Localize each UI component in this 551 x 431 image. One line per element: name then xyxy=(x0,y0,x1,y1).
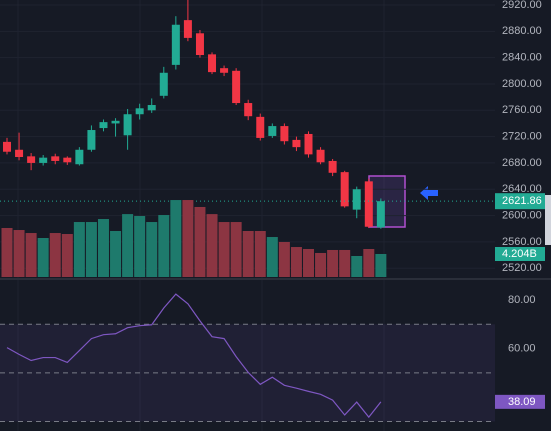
rsi-label-box xyxy=(495,394,545,409)
candle-body xyxy=(256,116,265,138)
volume-label: 4.204B xyxy=(502,248,537,260)
volume-bar xyxy=(61,234,73,277)
volume-bar xyxy=(1,227,13,277)
volume-bar xyxy=(134,216,146,277)
volume-bar xyxy=(37,237,49,277)
y-tick-label: 2760.00 xyxy=(502,104,542,116)
candle-body xyxy=(340,172,349,207)
scroll-handle[interactable] xyxy=(545,195,551,245)
volume-bar xyxy=(327,249,339,277)
y-tick-label: 2680.00 xyxy=(502,157,542,169)
candle-body xyxy=(208,54,217,73)
volume-bar xyxy=(254,230,266,277)
y-tick-label: 2640.00 xyxy=(502,183,542,195)
drawn-rectangle xyxy=(368,175,406,228)
candle-body xyxy=(280,126,289,142)
volume-bar xyxy=(25,233,37,277)
rsi-line xyxy=(6,293,382,419)
volume-bar xyxy=(97,219,109,277)
candle-body xyxy=(316,149,325,163)
volume-bar xyxy=(303,248,314,277)
y-tick-label: 2800.00 xyxy=(502,78,542,90)
volume-bar xyxy=(194,206,206,277)
y-tick-label: 2520.00 xyxy=(502,262,542,274)
volume-bar xyxy=(375,254,387,277)
candle-body xyxy=(352,189,361,210)
candle-body xyxy=(27,156,36,163)
candle-body xyxy=(111,120,120,124)
volume-bar xyxy=(49,233,61,277)
y-tick-label: 2920.00 xyxy=(502,0,542,11)
candle-body xyxy=(63,157,72,163)
volume-bar xyxy=(266,237,278,277)
rsi-label: 38.09 xyxy=(508,396,536,408)
candle-body xyxy=(171,24,180,65)
candle-body xyxy=(232,70,241,104)
volume-label-box xyxy=(495,247,545,262)
volume-bar xyxy=(73,222,85,277)
candle-body xyxy=(39,157,48,163)
y-tick-label: 2600.00 xyxy=(502,209,542,221)
last-price-box xyxy=(495,193,545,210)
candle-body xyxy=(147,105,156,111)
candle-body xyxy=(195,33,204,56)
arrow-marker xyxy=(420,186,438,200)
candle-body xyxy=(51,156,60,161)
last-price-label: 2621.86 xyxy=(502,195,542,207)
candle-body xyxy=(123,114,132,136)
candle-body xyxy=(3,141,11,152)
volume-bar xyxy=(315,252,327,277)
volume-bar xyxy=(218,222,230,277)
y-tick-label: 60.00 xyxy=(508,342,536,354)
volume-bar xyxy=(170,200,182,277)
y-tick-label: 2880.00 xyxy=(502,25,542,37)
candle-body xyxy=(220,68,229,73)
volume-bar xyxy=(122,214,134,277)
volume-bar xyxy=(339,249,351,277)
volume-bar xyxy=(13,230,25,277)
candle-body xyxy=(15,149,24,158)
volume-bar xyxy=(278,241,290,277)
volume-bar xyxy=(146,222,158,277)
candle-body xyxy=(135,108,144,115)
volume-bar xyxy=(182,200,194,277)
candle-body xyxy=(183,20,192,38)
volume-bar xyxy=(158,215,170,277)
candle-body xyxy=(99,122,108,129)
volume-bar xyxy=(230,222,242,277)
y-tick-label: 2840.00 xyxy=(502,52,542,64)
volume-bar xyxy=(351,255,363,277)
y-tick-label: 2720.00 xyxy=(502,131,542,143)
volume-bar xyxy=(85,222,97,277)
volume-bar xyxy=(206,214,218,277)
candle-body xyxy=(75,149,84,165)
volume-bar xyxy=(242,230,254,277)
y-tick-label: 80.00 xyxy=(508,294,536,306)
candle-body xyxy=(87,130,96,150)
candle-body xyxy=(304,133,313,155)
y-tick-label: 2560.00 xyxy=(502,236,542,248)
candle-body xyxy=(159,72,168,96)
candle-body xyxy=(268,126,277,136)
candle-body xyxy=(292,139,301,148)
candle-body xyxy=(328,160,337,173)
candle-body xyxy=(376,201,385,228)
volume-bar xyxy=(110,230,122,277)
volume-bar xyxy=(290,247,302,277)
candle-body xyxy=(244,103,253,117)
volume-bar xyxy=(363,248,375,277)
candle-body xyxy=(364,181,373,227)
